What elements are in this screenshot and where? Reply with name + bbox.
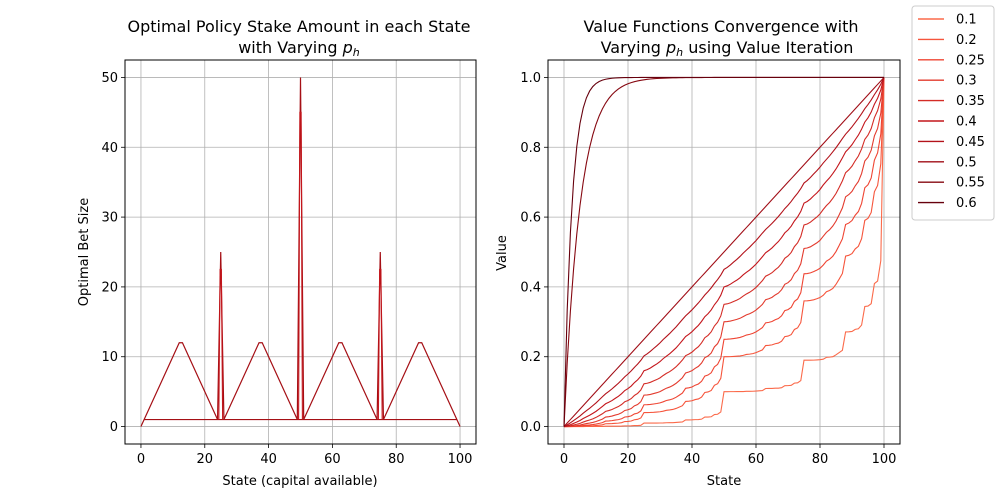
value-line-series-0.45 — [563, 77, 885, 428]
value-line-series-0.4 — [563, 77, 885, 428]
left-chart-xtick-label: 100 — [448, 452, 473, 467]
left-chart-frame — [124, 59, 477, 445]
left-chart-spike-variant — [298, 111, 303, 420]
left-chart-grid — [125, 60, 476, 444]
right-chart-xlabel: State — [707, 474, 741, 489]
right-chart: Value Functions Convergence with Varying… — [495, 17, 901, 489]
left-chart-spike-variant — [218, 268, 224, 420]
left-chart-xtick-label: 20 — [196, 452, 213, 467]
legend-label-0.45: 0.45 — [956, 135, 985, 150]
value-line-series-0.3 — [563, 77, 885, 428]
legend-label-0.55: 0.55 — [956, 176, 985, 191]
left-chart-xlabel: State (capital available) — [222, 474, 377, 489]
right-chart-xtick-label: 100 — [872, 452, 897, 467]
legend-label-0.35: 0.35 — [956, 94, 985, 109]
value-line-series-0.25 — [563, 77, 885, 428]
right-chart-frame — [547, 59, 901, 445]
left-chart-ytick-label: 0 — [110, 420, 118, 435]
right-chart-ytick-label: 0.6 — [520, 211, 541, 226]
value-line-series-0.2 — [563, 77, 885, 428]
right-chart-xtick-label: 60 — [748, 452, 765, 467]
left-chart-ticks: 0 20 40 60 80 100 0 10 20 30 40 50 — [101, 71, 472, 467]
left-chart-lines — [140, 77, 461, 427]
legend-label-0.6: 0.6 — [956, 196, 977, 211]
left-chart-ytick-label: 10 — [101, 350, 118, 365]
left-chart-ytick-label: 50 — [101, 71, 118, 86]
legend-label-0.4: 0.4 — [956, 115, 977, 130]
right-chart-ticks: 0 20 40 60 80 100 0.0 0.2 0.4 0.6 0.8 1.0 — [520, 71, 896, 467]
legend-label-0.5: 0.5 — [956, 155, 977, 170]
legend-label-0.2: 0.2 — [956, 33, 977, 48]
right-chart-ytick-label: 0.8 — [520, 141, 541, 156]
left-chart-ytick-label: 30 — [101, 211, 118, 226]
right-chart-xtick-label: 20 — [620, 452, 637, 467]
value-line-series-0.5 — [563, 77, 885, 427]
right-chart-lines — [563, 76, 885, 428]
right-chart-ylabel: Value — [495, 235, 510, 271]
right-chart-ytick-label: 0.2 — [520, 350, 541, 365]
legend-label-0.25: 0.25 — [956, 53, 985, 68]
left-chart-ytick-label: 20 — [101, 280, 118, 295]
right-chart-xtick-label: 0 — [560, 452, 568, 467]
right-chart-ytick-label: 0.0 — [520, 420, 541, 435]
right-chart-xtick-label: 80 — [812, 452, 829, 467]
left-chart-ytick-label: 40 — [101, 141, 118, 156]
legend-items: 0.1 0.2 0.25 0.3 0.35 0.4 0.45 0.5 0.55 0.6 — [918, 13, 985, 211]
left-chart-xtick-label: 0 — [137, 452, 145, 467]
left-chart-title-line1: Optimal Policy Stake Amount in each Stat… — [127, 17, 470, 36]
value-line-series-0.6 — [563, 76, 884, 427]
left-chart-xtick-label: 80 — [388, 452, 405, 467]
left-chart-stake-line — [140, 77, 461, 427]
legend-label-0.1: 0.1 — [956, 13, 977, 28]
value-line-series-0.1 — [564, 77, 885, 428]
right-chart-title-line2: Varying ph using Value Iteration — [601, 38, 854, 59]
left-chart-xtick-label: 40 — [260, 452, 277, 467]
left-chart-spike-variant — [377, 268, 383, 420]
legend-label-0.3: 0.3 — [956, 74, 977, 89]
left-chart: Optimal Policy Stake Amount in each Stat… — [77, 17, 477, 489]
legend: 0.1 0.2 0.25 0.3 0.35 0.4 0.45 0.5 0.55 0.6 — [911, 5, 995, 221]
value-line-series-0.35 — [563, 77, 885, 428]
left-chart-xtick-label: 60 — [324, 452, 341, 467]
left-chart-ylabel: Optimal Bet Size — [77, 198, 92, 306]
right-chart-title-line1: Value Functions Convergence with — [583, 17, 858, 36]
right-chart-xtick-label: 40 — [684, 452, 701, 467]
right-chart-ytick-label: 1.0 — [520, 71, 541, 86]
left-chart-title-line2: with Varying ph — [238, 38, 360, 59]
right-chart-ytick-label: 0.4 — [520, 280, 541, 295]
